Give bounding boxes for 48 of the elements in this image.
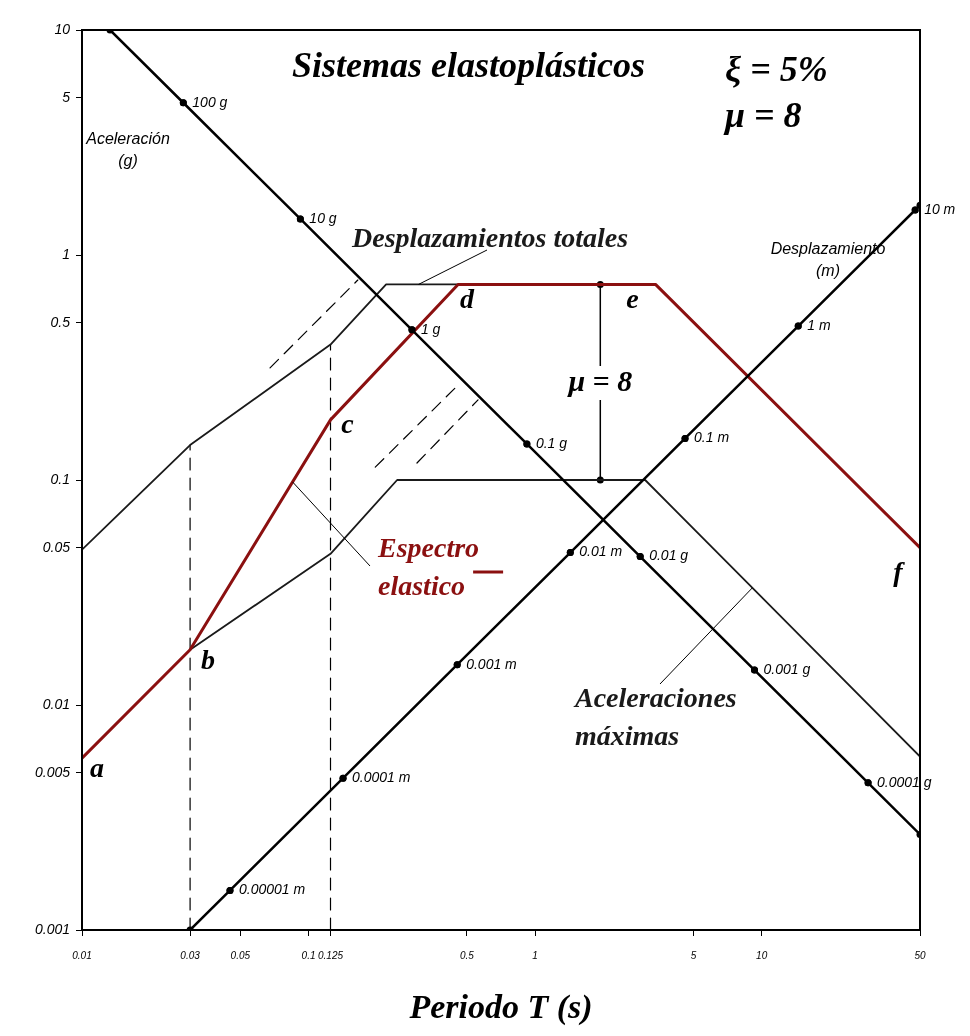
annotation: 0.01 g (649, 547, 689, 564)
x-tick-label: 10 (756, 949, 768, 961)
legend-label: Espectro elastico (377, 532, 480, 602)
y-tick-label: 10 (54, 20, 71, 37)
x-tick-label: 5 (690, 949, 697, 961)
data-label: a (90, 752, 104, 784)
annotation: 0.1 g (535, 434, 568, 451)
annotation: 0.001 g (763, 660, 811, 677)
annotation: μ = 8 (723, 95, 802, 136)
annotation: Aceleración (g) (85, 130, 170, 170)
x-tick-label: 0.1 (301, 949, 316, 961)
x-tick-label: 0.5 (459, 949, 475, 961)
annotation: 0.0001 m (352, 769, 411, 786)
data-label: f (893, 555, 906, 587)
data-label: d (460, 282, 476, 314)
annotation: μ = 8 (566, 363, 633, 397)
x-tick-label: 0.125 (317, 949, 344, 961)
annotation: ξ = 5% (725, 49, 828, 90)
x-tick-label: 0.05 (230, 949, 251, 961)
x-tick-label: 50 (914, 949, 926, 961)
annotation: 0.001 m (466, 655, 518, 672)
y-tick-label: 0.05 (42, 538, 71, 555)
annotation: 10 g (309, 209, 337, 226)
text: Aceleraciones máximas (573, 682, 737, 752)
annotation: 0.00001 m (238, 881, 306, 898)
x-axis-title: Periodo T (s) (408, 988, 593, 1027)
y-tick-label: 0.1 (50, 470, 70, 487)
x-tick-label: 0.03 (180, 949, 201, 961)
annotation: 0.1 m (694, 429, 730, 446)
x-tick-label: 1 (532, 949, 538, 961)
y-tick-label: 0.005 (34, 763, 71, 780)
annotation: 1 g (420, 320, 441, 337)
data-label: b (201, 643, 216, 675)
annotation: 100 g (192, 93, 228, 110)
data-label: e (626, 282, 639, 314)
data-label: c (341, 408, 355, 440)
series-label: Desplazamientos totales (351, 222, 629, 254)
chart-title: Sistemas elastoplásticos (292, 45, 646, 86)
y-tick-label: 0.001 (34, 920, 70, 937)
y-tick-label: 1 (62, 245, 70, 262)
annotation: 1 m (807, 317, 831, 333)
y-tick-label: 0.01 (42, 695, 70, 712)
y-tick-label: 5 (62, 88, 71, 105)
y-tick-label: 0.5 (50, 313, 71, 330)
annotation: 0.0001 g (877, 773, 932, 790)
annotation: 10 m (924, 200, 956, 217)
annotation: 0.01 m (579, 543, 623, 560)
x-tick-label: 0.01 (72, 949, 92, 961)
